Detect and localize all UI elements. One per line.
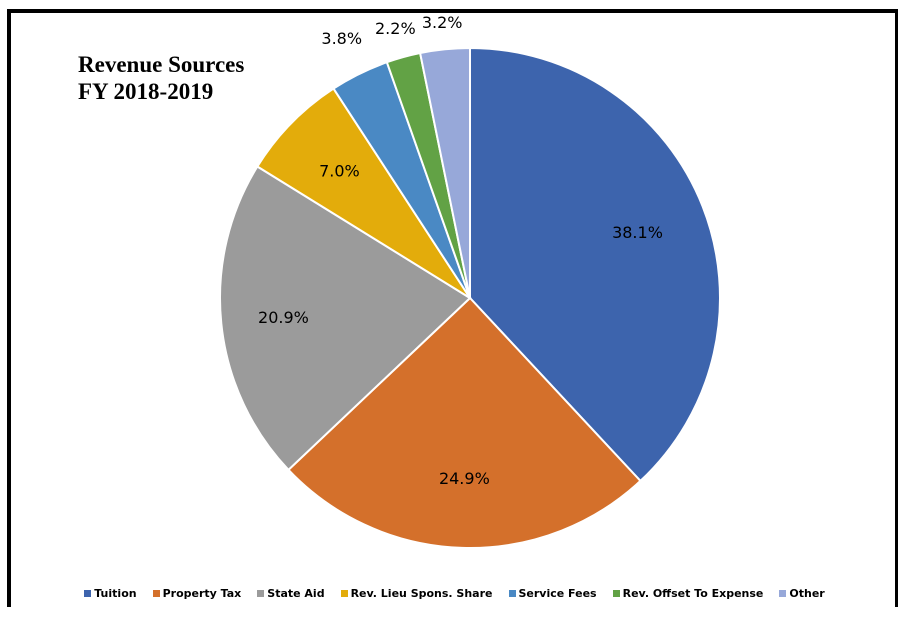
slice-data-label: 3.2% [422, 13, 463, 32]
legend-item: State Aid [257, 587, 325, 600]
legend-item: Service Fees [508, 587, 597, 600]
legend-item: Rev. Lieu Spons. Share [340, 587, 493, 600]
legend-label: Rev. Offset To Expense [622, 587, 764, 600]
legend-swatch [340, 590, 348, 597]
legend-swatch [257, 590, 265, 597]
legend-swatch [152, 590, 160, 597]
chart-frame [7, 9, 898, 607]
pie-slice-tuition [469, 46, 721, 483]
slice-data-label: 2.2% [375, 19, 416, 38]
legend-label: Rev. Lieu Spons. Share [350, 587, 493, 600]
legend-label: Tuition [94, 587, 137, 600]
legend-swatch [508, 590, 516, 597]
legend-label: Service Fees [518, 587, 597, 600]
slice-data-label: 24.9% [439, 469, 490, 488]
pie-slice-property-tax [287, 296, 642, 549]
legend-swatch [612, 590, 620, 597]
chart-legend: Tuition Property Tax State Aid Rev. Lieu Sp… [0, 587, 909, 600]
legend-item: Tuition [84, 587, 137, 600]
chart-title-line-2: FY 2018-2019 [78, 79, 214, 104]
legend-label: State Aid [267, 587, 325, 600]
slice-data-label: 7.0% [319, 161, 360, 180]
slice-data-label: 20.9% [258, 308, 309, 327]
legend-swatch [84, 590, 92, 597]
legend-item: Other [779, 587, 825, 600]
pie-slice-state-aid [219, 165, 472, 472]
legend-label: Other [789, 587, 825, 600]
slice-data-label: 3.8% [321, 29, 362, 48]
legend-swatch [779, 590, 787, 597]
chart-title-line-1: Revenue Sources [78, 52, 245, 77]
pie-slice-rev-lieu-spons-share [256, 87, 471, 299]
pie-slice-other [418, 46, 471, 299]
legend-label: Property Tax [162, 587, 242, 600]
legend-item: Rev. Offset To Expense [612, 587, 764, 600]
legend-item: Property Tax [152, 587, 242, 600]
slice-data-label: 38.1% [612, 223, 663, 242]
